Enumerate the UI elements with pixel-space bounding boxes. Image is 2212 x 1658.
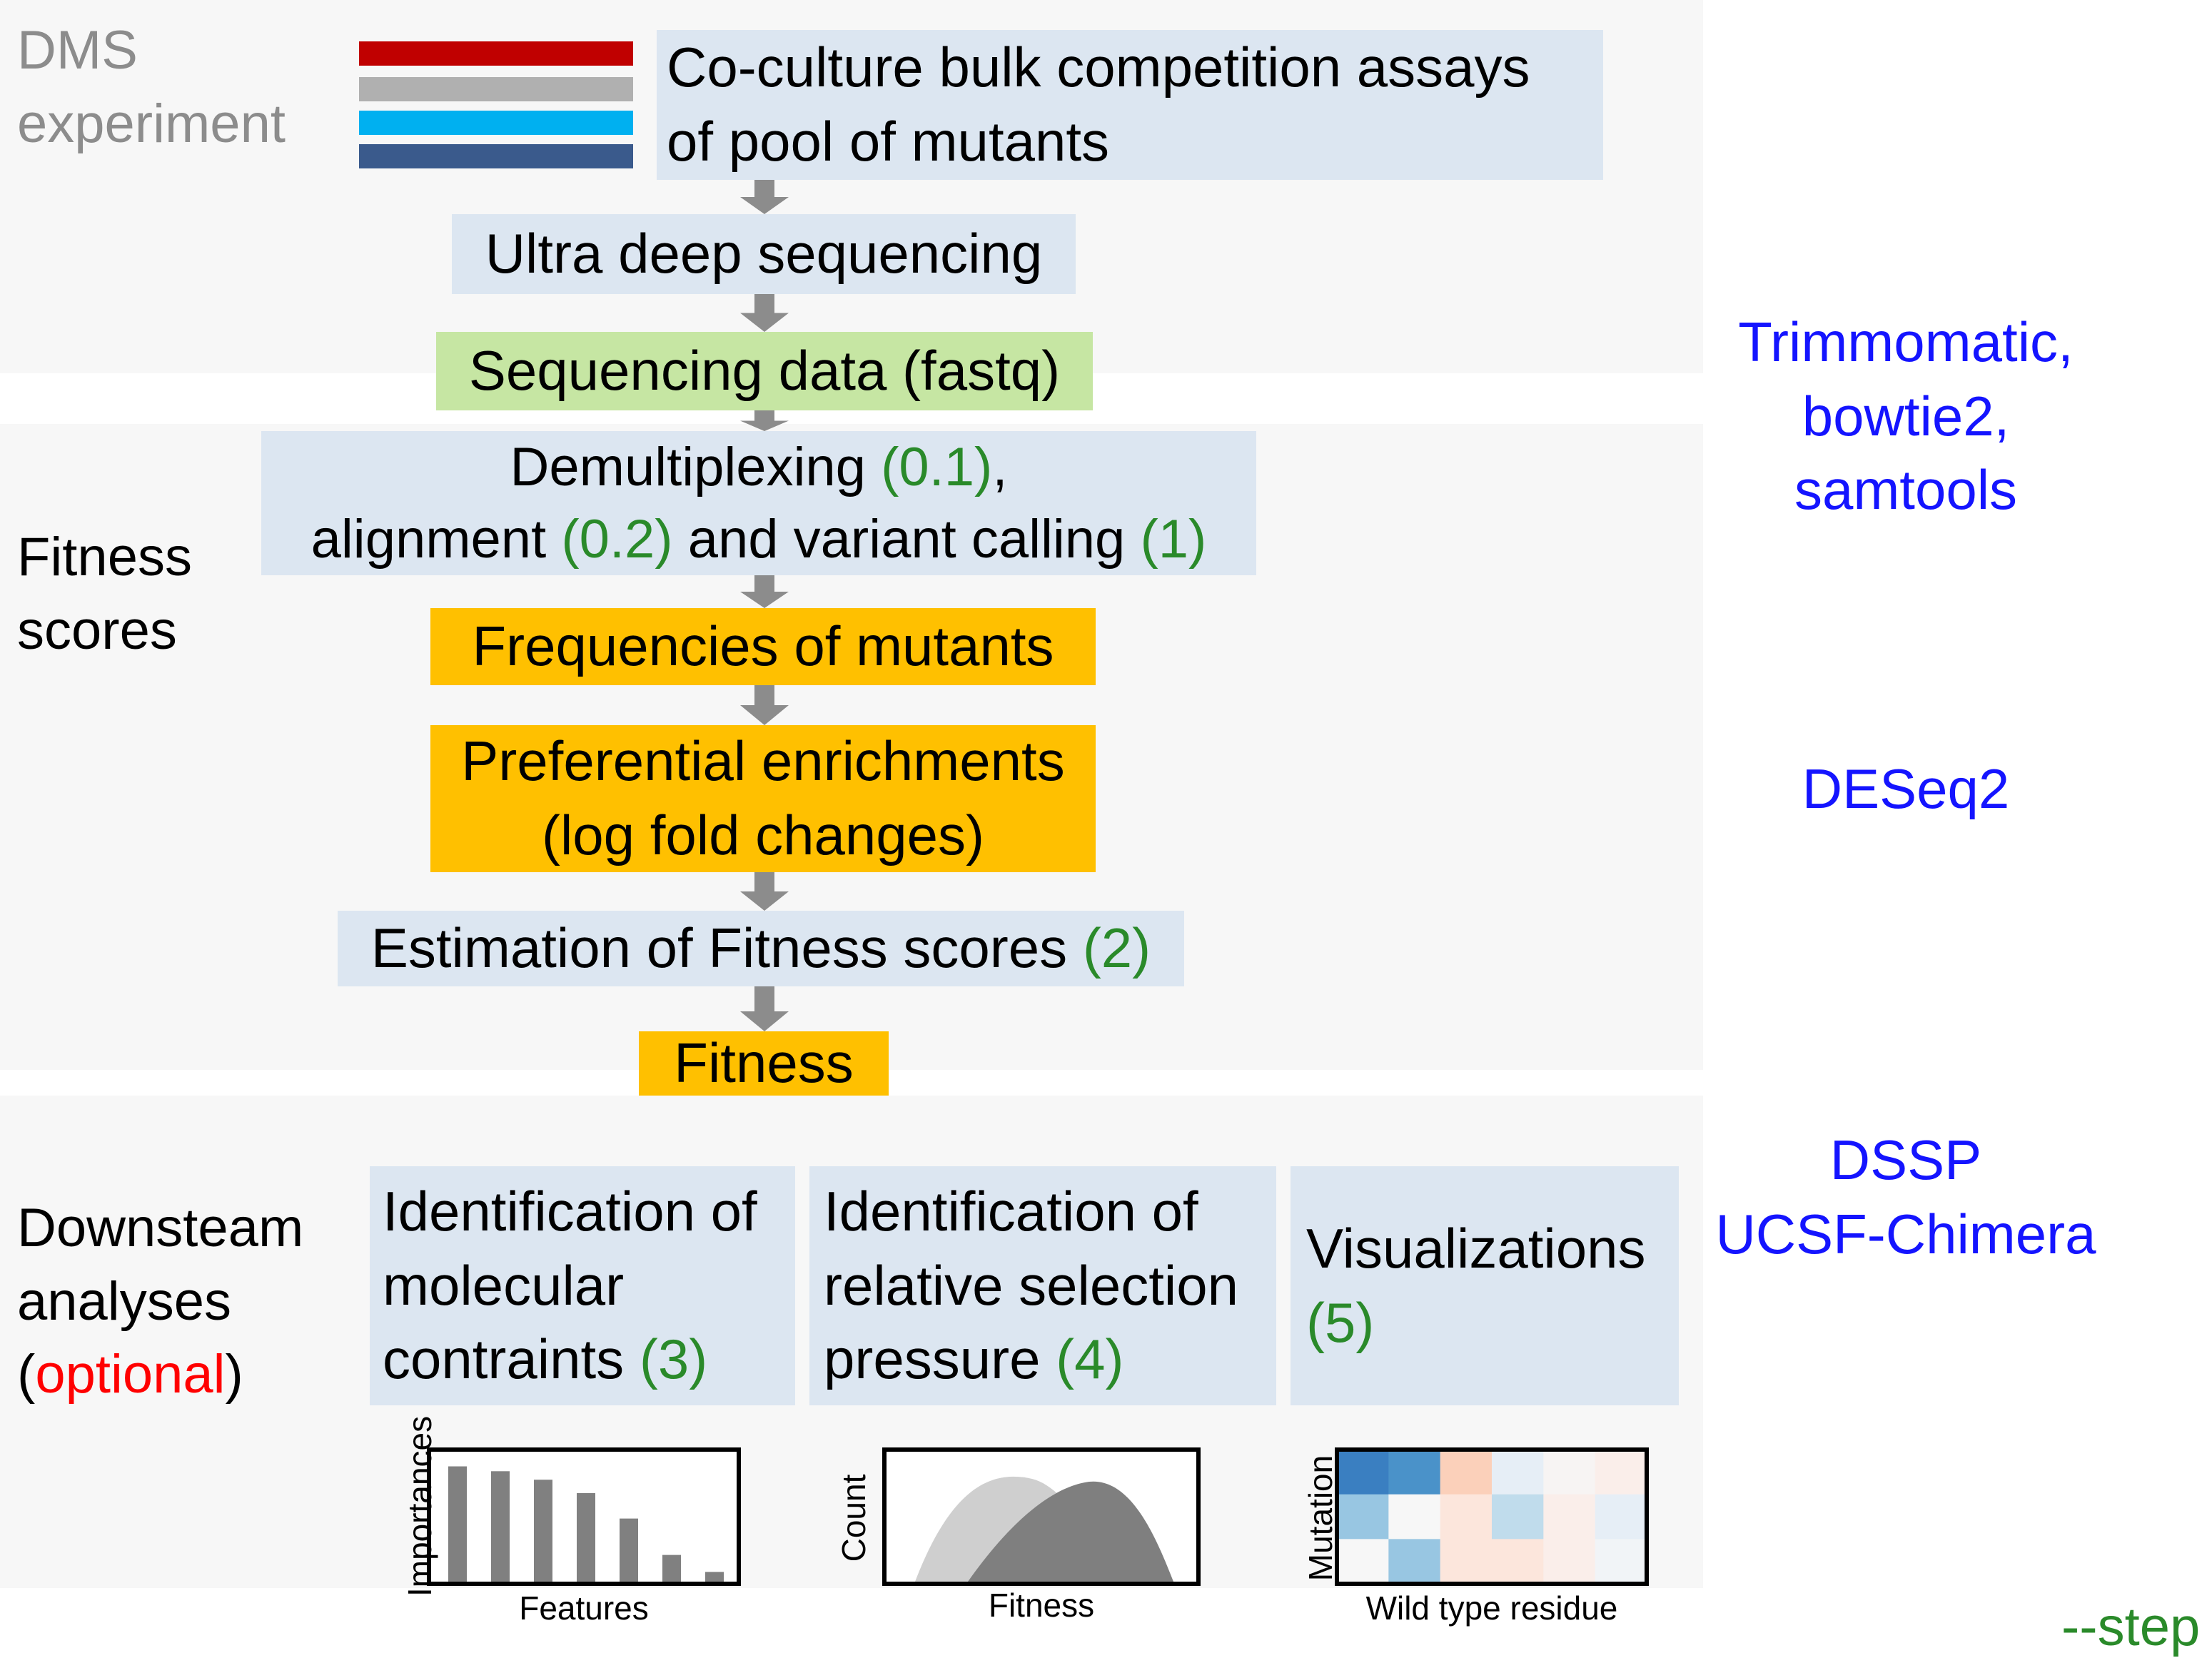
heatmap-cell <box>1337 1539 1389 1584</box>
ultra-deep-sequencing-box: Ultra deep sequencing <box>452 214 1076 294</box>
pool-stripe-cyan <box>359 111 633 135</box>
flow-arrow-4 <box>740 685 789 725</box>
frequencies-box: Frequencies of mutants <box>430 608 1096 685</box>
heatmap-cell <box>1440 1450 1493 1495</box>
heatmap-cell <box>1543 1450 1596 1495</box>
heatmap-cell <box>1388 1494 1441 1540</box>
heatmap-cell <box>1337 1494 1389 1540</box>
heatmap-cell <box>1337 1450 1389 1495</box>
steps-legend: --step <box>2061 1597 2201 1657</box>
flow-arrow-0 <box>740 180 789 214</box>
flow-arrow-5 <box>740 872 789 911</box>
fitness-section-label: Fitness scores <box>17 527 192 661</box>
importance-bar-0 <box>448 1466 467 1582</box>
heatmap-cell <box>1595 1450 1647 1495</box>
heatmap-cell <box>1543 1494 1596 1540</box>
molecular-constraints-box: Identification of molecular contraints (… <box>370 1166 795 1405</box>
heatmap-ylabel: Mutation <box>1302 1455 1339 1582</box>
heatmap-cell <box>1492 1539 1544 1584</box>
fitness-density-plot <box>882 1447 1201 1586</box>
downstream-section-label: Downsteam analyses (optional) <box>17 1198 304 1405</box>
heatmap-cell <box>1492 1450 1544 1495</box>
importance-bar-3 <box>577 1492 595 1582</box>
pool-stripe-gray <box>359 77 633 101</box>
pool-stripe-navy <box>359 144 633 168</box>
density-plot-ylabel: Count <box>835 1474 872 1562</box>
importance-bar-1 <box>491 1471 510 1582</box>
heatmap-cell <box>1440 1539 1493 1584</box>
heatmap-cell <box>1388 1450 1441 1495</box>
alignment-tools-label: Trimmomatic, bowtie2, samtools <box>1738 310 2074 522</box>
flow-arrow-3 <box>740 575 789 608</box>
importances-bar-plot <box>427 1447 741 1586</box>
heatmap-cell <box>1440 1494 1493 1540</box>
structure-tools-label: DSSP UCSF-Chimera <box>1715 1128 2096 1265</box>
sequencing-data-box: Sequencing data (fastq) <box>436 332 1093 410</box>
heatmap-cell <box>1543 1539 1596 1584</box>
importance-bar-5 <box>662 1555 681 1582</box>
flow-arrow-1 <box>740 294 789 332</box>
pool-stripe-red <box>359 41 633 66</box>
heatmap-cell <box>1595 1494 1647 1540</box>
optional-label: optional <box>35 1344 226 1405</box>
density-plot-xlabel: Fitness <box>988 1587 1095 1624</box>
density-curve-dark <box>968 1481 1173 1582</box>
bar-plot-ylabel: Importances <box>401 1415 438 1597</box>
demultiplexing-box: Demultiplexing (0.1), alignment (0.2) an… <box>261 431 1256 575</box>
dms-section-label: DMS experiment <box>17 20 286 154</box>
estimation-box: Estimation of Fitness scores (2) <box>338 911 1184 986</box>
flow-arrow-6 <box>740 986 789 1031</box>
preferential-enrichments-box: Preferential enrichments (log fold chang… <box>430 725 1096 872</box>
deseq2-label: DESeq2 <box>1802 757 2010 820</box>
heatmap-cell <box>1595 1539 1647 1584</box>
importance-bar-2 <box>534 1480 552 1582</box>
heatmap-cell <box>1492 1494 1544 1540</box>
visualizations-box: Visualizations (5) <box>1291 1166 1679 1405</box>
coculture-box: Co-culture bulk competition assays of po… <box>657 30 1603 180</box>
importance-bar-4 <box>620 1518 638 1582</box>
heatmap-frame <box>1335 1447 1649 1586</box>
heatmap-xlabel: Wild type residue <box>1365 1589 1618 1627</box>
mutation-heatmap <box>1335 1447 1649 1586</box>
importance-bar-6 <box>705 1572 724 1582</box>
selection-pressure-box: Identification of relative selection pre… <box>809 1166 1276 1405</box>
heatmap-cell <box>1388 1539 1441 1584</box>
fitness-box: Fitness <box>639 1031 889 1096</box>
bar-plot-xlabel: Features <box>519 1589 649 1627</box>
flow-arrow-2 <box>740 410 789 431</box>
